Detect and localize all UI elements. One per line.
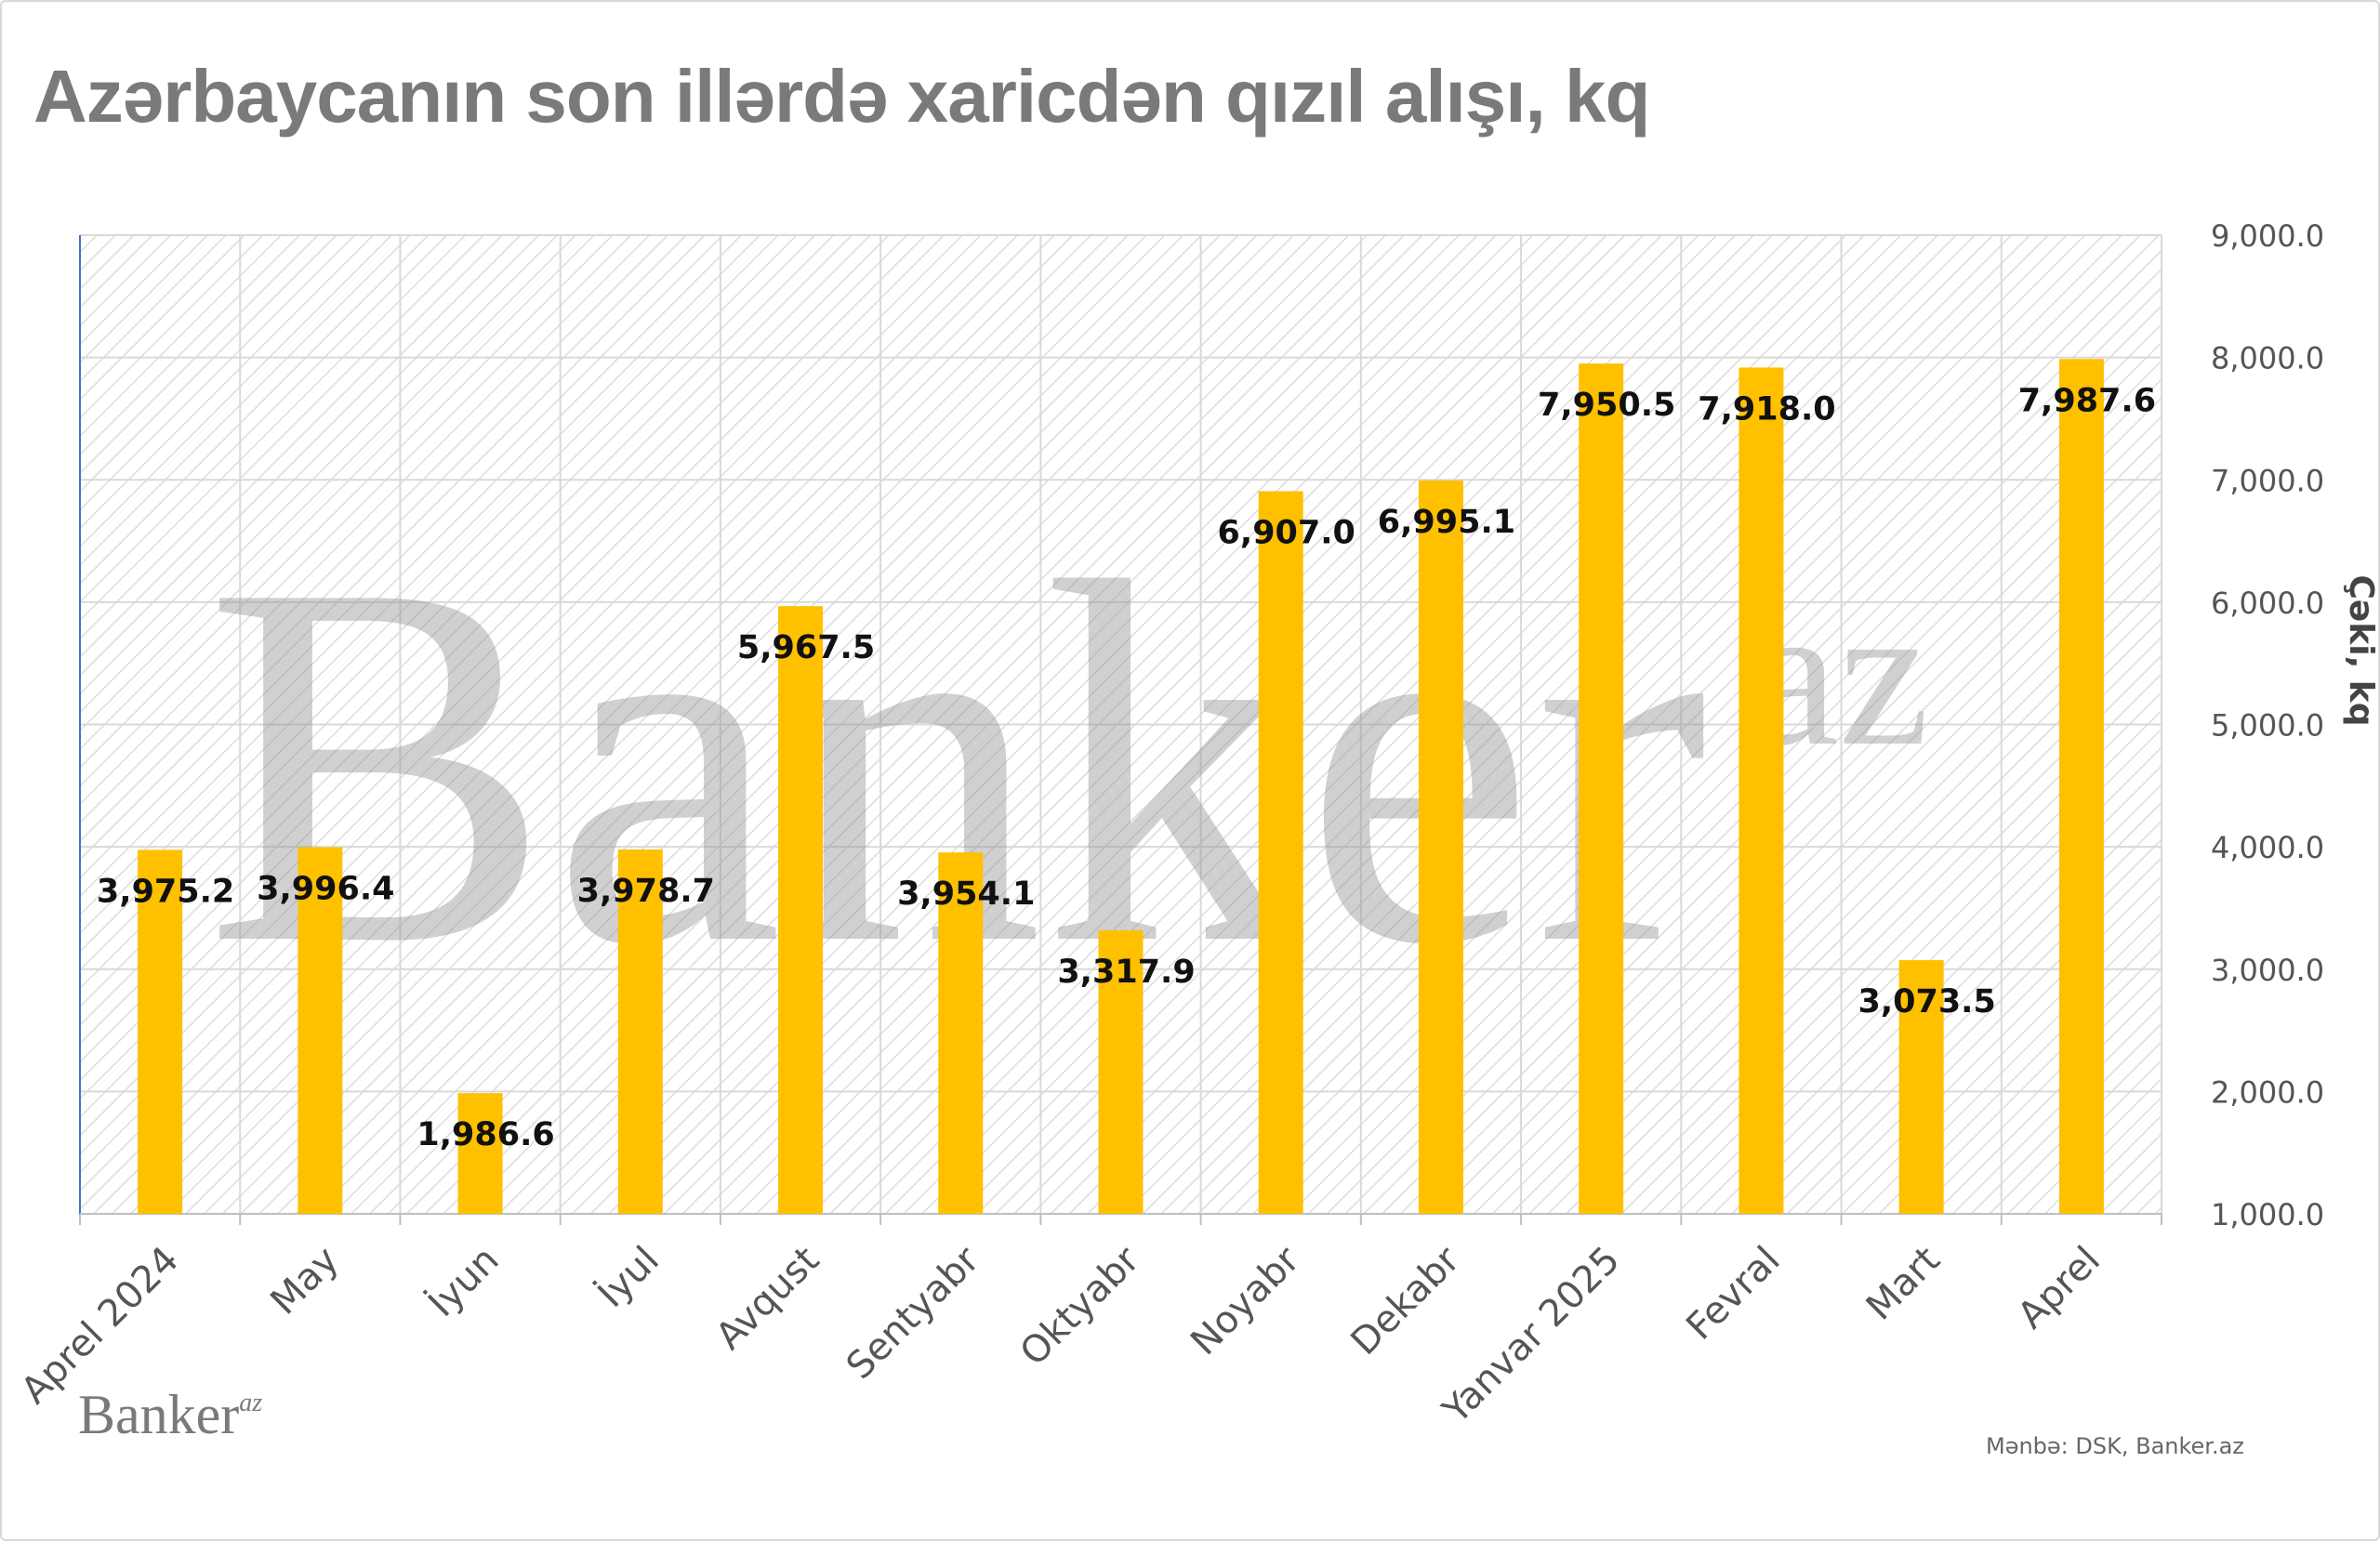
bar [938, 852, 984, 1214]
x-tick-label: Sentyabr [839, 1238, 988, 1388]
bar [617, 849, 663, 1214]
y-tick-label: 4,000.0 [2211, 830, 2324, 865]
y-tick-label: 5,000.0 [2211, 708, 2324, 744]
bar [1418, 480, 1463, 1214]
y-axis-label: Çəki, kq [2342, 574, 2380, 726]
data-label: 3,954.1 [897, 876, 1035, 913]
y-tick-label: 8,000.0 [2211, 341, 2324, 376]
data-label: 3,073.5 [1858, 983, 1995, 1021]
bar [1898, 960, 1944, 1214]
data-label: 6,995.1 [1378, 504, 1515, 541]
bar [457, 1093, 503, 1214]
bar [1098, 929, 1144, 1214]
x-tick-label: Mart [1858, 1239, 1949, 1329]
y-axis-ticks: 1,000.0 2,000.0 3,000.0 4,000.0 5,000.0 6,000… [2211, 218, 2324, 1232]
bar [1579, 363, 1624, 1214]
chart-title: Azərbaycanın son illərdə xaricdən qızıl … [33, 55, 1650, 138]
data-label: 3,975.2 [97, 873, 234, 910]
data-label: 7,950.5 [1538, 387, 1675, 424]
data-label: 1,986.6 [416, 1116, 554, 1153]
x-axis-ticks: Aprel 2024 May İyun İyul Avqust Sentyabr Oktya… [13, 1237, 2109, 1432]
data-label: 6,907.0 [1218, 514, 1355, 551]
x-tick-label: Aprel [2010, 1239, 2109, 1337]
y-tick-label: 1,000.0 [2211, 1197, 2324, 1232]
x-tick-label: İyun [419, 1237, 508, 1325]
x-tick-label: Oktyabr [1012, 1238, 1148, 1374]
logo-sup: az [239, 1389, 263, 1417]
bar [778, 606, 824, 1214]
y-tick-label: 9,000.0 [2211, 218, 2324, 254]
data-label: 3,317.9 [1057, 954, 1195, 991]
data-label: 7,918.0 [1698, 390, 1835, 428]
y-tick-label: 6,000.0 [2211, 586, 2324, 621]
x-tick-label: Fevral [1678, 1239, 1788, 1349]
data-label: 3,996.4 [257, 871, 394, 908]
bar [1258, 491, 1303, 1214]
x-tick-label: Avqust [707, 1239, 827, 1359]
y-tick-label: 3,000.0 [2211, 953, 2324, 988]
bar [1739, 367, 1784, 1215]
x-tick-label: Noyabr [1183, 1238, 1308, 1363]
data-labels: 3,975.2 3,996.4 1,986.6 3,978.7 5,967.5 3,954… [97, 382, 2156, 1153]
bar [298, 847, 343, 1214]
bars [138, 359, 2104, 1215]
y-tick-label: 2,000.0 [2211, 1074, 2324, 1110]
banker-logo: Bankeraz [78, 1383, 262, 1447]
x-tick-label: Dekabr [1343, 1238, 1469, 1363]
x-tick-label: İyul [588, 1237, 668, 1316]
data-label: 5,967.5 [737, 629, 875, 666]
data-label: 3,978.7 [577, 873, 715, 910]
data-label: 7,987.6 [2018, 382, 2156, 419]
logo-main: Banker [78, 1384, 240, 1445]
y-tick-label: 7,000.0 [2211, 463, 2324, 498]
bar [2058, 359, 2104, 1214]
x-tick-label: May [262, 1239, 347, 1324]
bar [138, 850, 183, 1214]
source-note: Mənbə: DSK, Banker.az [1986, 1433, 2244, 1459]
